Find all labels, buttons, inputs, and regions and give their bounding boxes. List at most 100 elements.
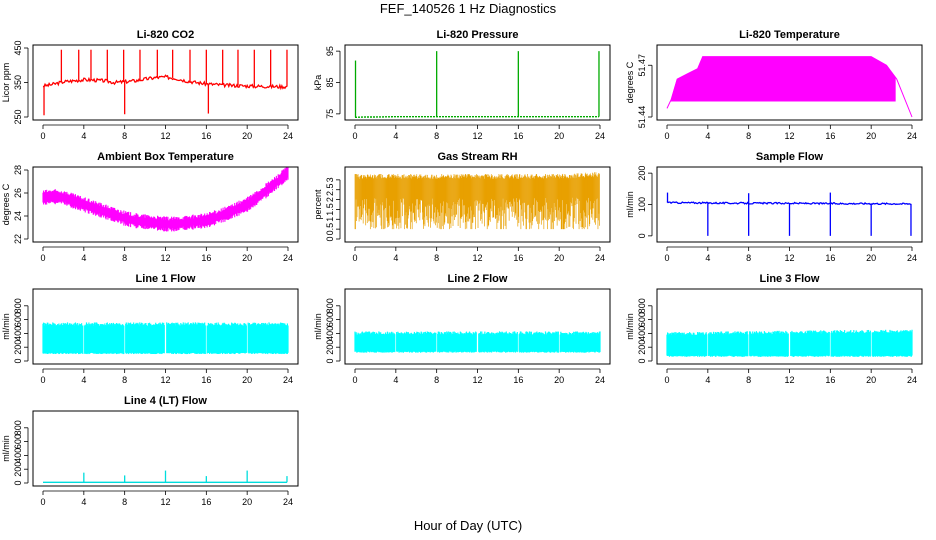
y-tick-label: 400 [13,326,23,341]
x-tick-label: 8 [746,375,751,385]
panel-title: Line 3 Flow [760,273,820,285]
x-tick-label: 20 [554,375,564,385]
panel-line4: Line 4 (LT) Flow ml/min 0 4 8 12 16 20 24 0 200400… [1,395,299,507]
x-tick-label: 0 [664,131,669,141]
x-tick-label: 0 [40,253,45,263]
y-tick-label: 51.44 [637,106,647,129]
panel-title: Line 1 Flow [136,273,196,285]
y-tick-label: 200 [637,340,647,355]
y-tick-label: 600 [637,312,647,327]
panel-box_temp: Ambient Box Temperature degrees C 0 4 8 12 16 2… [1,151,299,263]
x-tick-label: 24 [907,131,917,141]
panel-line2: Line 2 Flow ml/min 0 4 8 12 16 20 24 0 20040060080… [313,273,611,385]
y-tick-label: 2.5 [325,183,335,196]
panel-title: Li-820 Temperature [739,29,840,41]
panel-sample_flow: Sample Flow ml/min 0 4 8 12 16 20 24 0 100 200 [625,151,923,263]
y-tick-label: 400 [13,448,23,463]
x-tick-label: 16 [825,375,835,385]
plot-frame [344,44,611,121]
y-axis-label: ml/min [625,313,635,340]
panel-title: Li-820 Pressure [437,29,519,41]
y-tick-label: 2 [325,197,335,202]
x-tick-label: 8 [434,131,439,141]
x-tick-label: 24 [907,253,917,263]
y-tick-label: 800 [13,420,23,435]
panel-title: Gas Stream RH [437,151,517,163]
x-tick-label: 8 [122,253,127,263]
x-tick-label: 20 [242,253,252,263]
y-axis-label: degrees C [1,183,11,225]
y-tick-label: 250 [13,109,23,124]
y-tick-label: 0 [13,480,23,485]
y-tick-label: 22 [13,234,23,244]
x-tick-label: 16 [201,253,211,263]
y-tick-label: 400 [325,326,335,341]
x-tick-label: 16 [201,375,211,385]
x-tick-label: 12 [160,131,170,141]
x-tick-label: 24 [907,375,917,385]
panel-co2: Li-820 CO2 Licor ppm 0 4 8 12 16 20 24 250 350 450 [1,29,299,141]
data-series [666,56,913,118]
x-tick-label: 8 [122,131,127,141]
y-tick-label: 800 [13,298,23,313]
x-tick-label: 0 [352,375,357,385]
x-tick-label: 4 [393,131,398,141]
x-tick-label: 0 [664,375,669,385]
y-tick-label: 200 [13,462,23,477]
y-axis-label: percent [313,189,323,220]
x-tick-label: 24 [595,375,605,385]
x-tick-label: 24 [595,131,605,141]
y-tick-label: 95 [325,46,335,56]
plot-frame [344,288,611,365]
x-tick-label: 12 [784,131,794,141]
y-tick-label: 75 [325,109,335,119]
y-tick-label: 0.5 [325,223,335,236]
x-tick-label: 4 [705,131,710,141]
x-tick-label: 12 [472,253,482,263]
x-tick-label: 20 [242,497,252,507]
panel-title: Sample Flow [756,151,824,163]
x-tick-label: 12 [160,497,170,507]
x-tick-label: 16 [825,131,835,141]
x-tick-label: 8 [434,375,439,385]
y-axis-label: ml/min [625,191,635,218]
panel-pressure: Li-820 Pressure kPa 0 4 8 12 16 20 24 75 85 95 [313,29,611,141]
plot-frame [32,166,299,243]
x-tick-label: 8 [746,131,751,141]
y-axis-label: ml/min [1,435,11,462]
data-series [42,74,288,91]
figure-title: FEF_140526 1 Hz Diagnostics [379,1,557,16]
y-tick-label: 100 [637,197,647,212]
x-tick-label: 4 [81,497,86,507]
panel-title: Ambient Box Temperature [97,151,234,163]
x-tick-label: 0 [40,131,45,141]
plot-area [666,329,913,357]
y-tick-label: 0 [637,358,647,363]
x-tick-label: 4 [81,253,86,263]
y-tick-label: 28 [13,165,23,175]
x-tick-label: 0 [664,253,669,263]
plot-frame [656,166,923,243]
x-tick-label: 8 [122,497,127,507]
y-tick-label: 0 [13,358,23,363]
y-tick-label: 200 [325,340,335,355]
plot-area [354,51,600,119]
x-tick-label: 8 [746,253,751,263]
x-tick-label: 8 [434,253,439,263]
panel-line1: Line 1 Flow ml/min 0 4 8 12 16 20 24 0 20040060080… [1,273,299,385]
panel-title: Line 2 Flow [448,273,508,285]
x-tick-label: 4 [705,253,710,263]
x-tick-label: 4 [81,131,86,141]
y-tick-label: 600 [13,312,23,327]
y-axis-label: ml/min [313,313,323,340]
x-tick-label: 4 [393,253,398,263]
x-tick-label: 12 [472,131,482,141]
plot-area [42,322,289,355]
y-tick-label: 800 [325,298,335,313]
x-tick-label: 24 [283,131,293,141]
plot-area [42,49,288,116]
plot-frame [344,166,611,243]
x-tick-label: 16 [513,375,523,385]
